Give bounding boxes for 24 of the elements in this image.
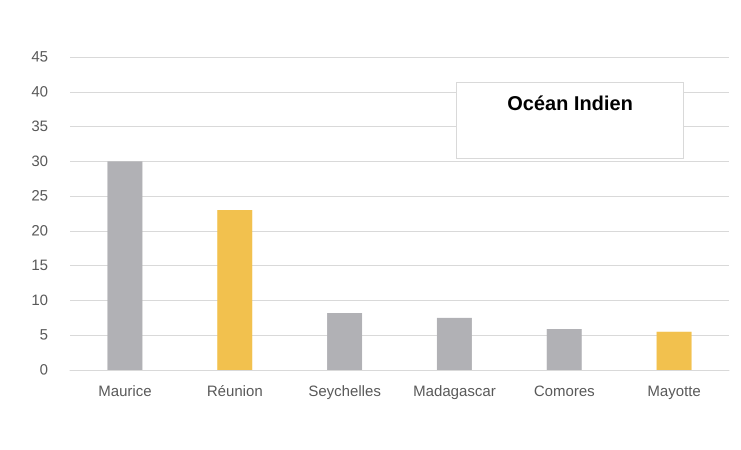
y-tick-label: 5 <box>40 326 48 344</box>
bar <box>546 328 582 370</box>
y-tick-label: 0 <box>40 362 48 378</box>
x-tick-label: Maurice <box>98 383 152 400</box>
annotation: Océan Indien <box>507 93 633 115</box>
x-tick-label: Comores <box>534 383 595 400</box>
x-tick-label: Seychelles <box>308 383 381 400</box>
y-tick-label: 40 <box>31 83 48 100</box>
bar <box>327 312 362 370</box>
bar <box>656 332 692 370</box>
y-tick-label: 20 <box>31 222 48 240</box>
x-tick-label: Madagascar <box>413 383 496 400</box>
y-tick-label: 15 <box>31 257 48 274</box>
x-tick-label: Réunion <box>206 383 263 400</box>
y-tick-label: 10 <box>31 292 48 309</box>
y-tick-label: 45 <box>31 48 48 66</box>
y-tick-label: 35 <box>31 118 48 136</box>
y-tick-label: 30 <box>31 152 48 170</box>
bar <box>436 318 472 370</box>
bar <box>107 161 142 370</box>
y-tick-label: 25 <box>31 188 48 205</box>
text-box: Océan Indien <box>456 82 684 159</box>
bar <box>217 210 252 370</box>
x-tick-label: Mayotte <box>647 383 701 400</box>
